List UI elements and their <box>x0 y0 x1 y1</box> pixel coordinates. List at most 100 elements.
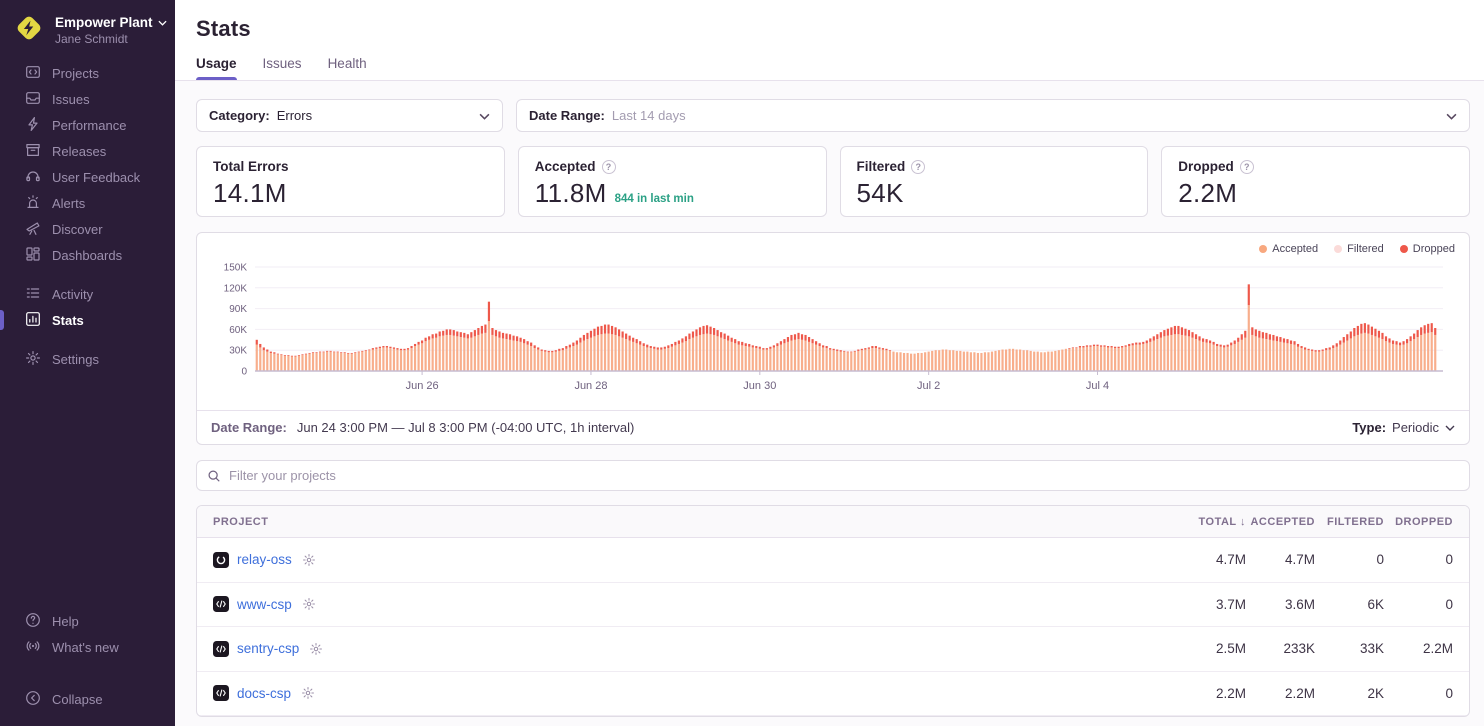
settings-icon <box>25 350 41 369</box>
stat-card-label: Dropped <box>1178 159 1234 174</box>
chart-date-range-label: Date Range: <box>211 420 287 435</box>
svg-text:30K: 30K <box>229 346 247 357</box>
sidebar-item-settings[interactable]: Settings <box>0 346 175 372</box>
alerts-icon <box>25 194 41 213</box>
cell-accepted: 3.6M <box>1284 596 1315 612</box>
cell-dropped: 2.2M <box>1422 641 1453 657</box>
legend-item-dropped[interactable]: Dropped <box>1399 243 1455 255</box>
help-icon[interactable]: ? <box>1239 159 1254 174</box>
tab-health[interactable]: Health <box>327 56 367 71</box>
stat-card-label: Total Errors <box>213 159 289 174</box>
tab-issues[interactable]: Issues <box>262 56 302 71</box>
project-platform-icon <box>213 640 229 657</box>
projects-table: PROJECT TOTAL ↓ ACCEPTED FILTERED DROPPED re… <box>196 505 1470 717</box>
table-row: sentry-csp 2.5M 233K 33K 2.2M <box>197 627 1469 672</box>
search-icon <box>208 469 220 482</box>
help-icon[interactable]: ? <box>911 159 926 174</box>
column-header-total[interactable]: TOTAL ↓ <box>1198 515 1246 528</box>
legend-item-filtered[interactable]: Filtered <box>1334 243 1384 255</box>
org-switcher[interactable]: Empower Plant Jane Schmidt <box>0 0 175 60</box>
cell-total: 2.2M <box>1215 685 1246 701</box>
cell-dropped: 0 <box>1445 596 1453 612</box>
chevron-down-icon <box>1445 425 1455 431</box>
sidebar-collapse-button[interactable]: Collapse <box>0 686 175 712</box>
date-range-select[interactable]: Date Range: Last 14 days <box>516 99 1470 132</box>
project-search-input[interactable] <box>229 468 1459 483</box>
discover-icon <box>25 220 41 239</box>
sidebar-item-help[interactable]: Help <box>0 608 175 634</box>
svg-text:90K: 90K <box>229 304 247 315</box>
svg-text:Jul 2: Jul 2 <box>917 380 940 392</box>
stat-cards: Total Errors 14.1M Accepted? 11.8M 844 in la… <box>196 146 1470 217</box>
project-link[interactable]: sentry-csp <box>237 641 300 657</box>
cell-total: 2.5M <box>1215 641 1246 657</box>
chevron-down-icon <box>1446 108 1457 123</box>
sidebar-item-releases[interactable]: Releases <box>0 138 175 164</box>
sidebar-item-whats-new[interactable]: What's new <box>0 634 175 660</box>
projects-table-body: relay-oss 4.7M 4.7M 0 0 www-csp 3.7M 3.6M 6K 0 sen… <box>197 538 1469 716</box>
help-icon[interactable]: ? <box>601 159 616 174</box>
column-header-dropped[interactable]: DROPPED <box>1395 515 1453 528</box>
stat-card-label: Accepted <box>534 159 596 174</box>
tab-usage[interactable]: Usage <box>196 56 237 80</box>
cell-filtered: 33K <box>1359 641 1384 657</box>
column-header-project: PROJECT <box>213 515 269 528</box>
stat-card-value: 14.1M <box>213 178 287 208</box>
chart-legend: Accepted Filtered Dropped <box>197 233 1469 255</box>
sidebar-nav: Projects Issues Performance Releases User Fe… <box>0 60 175 372</box>
cell-accepted: 2.2M <box>1284 685 1315 701</box>
sidebar-item-user-feedback[interactable]: User Feedback <box>0 164 175 190</box>
whats-new-icon <box>25 638 41 657</box>
stat-card-total-errors: Total Errors 14.1M <box>196 146 505 217</box>
svg-text:120K: 120K <box>224 283 248 294</box>
svg-text:Jun 30: Jun 30 <box>743 380 776 392</box>
table-row: relay-oss 4.7M 4.7M 0 0 <box>197 538 1469 583</box>
sidebar-item-stats[interactable]: Stats <box>0 307 175 333</box>
page-header: Stats Usage Issues Health <box>175 0 1484 81</box>
project-settings-gear-icon[interactable] <box>302 597 316 611</box>
project-settings-gear-icon[interactable] <box>309 642 323 656</box>
project-link[interactable]: docs-csp <box>237 685 292 701</box>
chevron-down-icon <box>157 20 167 26</box>
legend-dot <box>1334 245 1343 253</box>
project-link[interactable]: relay-oss <box>237 552 292 568</box>
stat-card-filtered: Filtered? 54K <box>839 146 1149 217</box>
project-settings-gear-icon[interactable] <box>302 553 316 567</box>
project-settings-gear-icon[interactable] <box>301 686 315 700</box>
svg-text:150K: 150K <box>224 263 248 274</box>
stat-card-accepted: Accepted? 11.8M 844 in last min <box>517 146 827 217</box>
sidebar-item-performance[interactable]: Performance <box>0 112 175 138</box>
cell-total: 3.7M <box>1215 596 1246 612</box>
usage-chart-card: Accepted Filtered Dropped 0 30K 60K 90K 120K 15… <box>196 232 1470 445</box>
project-platform-icon <box>213 685 229 702</box>
stat-card-value: 2.2M <box>1178 178 1238 208</box>
legend-dot <box>1399 245 1408 253</box>
chart-type-select[interactable]: Type: Periodic <box>1352 420 1455 435</box>
sidebar-item-discover[interactable]: Discover <box>0 216 175 242</box>
sidebar-footer-nav: Help What's new <box>0 608 175 660</box>
cell-dropped: 0 <box>1445 685 1453 701</box>
tab-bar: Usage Issues Health <box>196 56 1470 80</box>
legend-dot <box>1259 245 1268 253</box>
legend-item-accepted[interactable]: Accepted <box>1259 243 1318 255</box>
svg-text:Jun 26: Jun 26 <box>406 380 439 392</box>
svg-text:Jul 4: Jul 4 <box>1086 380 1109 392</box>
sidebar-item-activity[interactable]: Activity <box>0 281 175 307</box>
svg-text:Jun 28: Jun 28 <box>574 380 607 392</box>
column-header-accepted[interactable]: ACCEPTED <box>1250 515 1315 528</box>
dashboards-icon <box>25 246 41 265</box>
sidebar-item-dashboards[interactable]: Dashboards <box>0 242 175 268</box>
category-select[interactable]: Category: Errors <box>196 99 503 132</box>
project-link[interactable]: www-csp <box>237 596 292 612</box>
collapse-icon <box>25 690 41 709</box>
page-title: Stats <box>196 16 251 41</box>
table-row: docs-csp 2.2M 2.2M 2K 0 <box>197 672 1469 716</box>
usage-chart: 0 30K 60K 90K 120K 150K Jun 26 Jun 28 Jun 30 Jul … <box>224 263 1443 392</box>
stats-icon <box>25 311 41 330</box>
sidebar-item-issues[interactable]: Issues <box>0 86 175 112</box>
sidebar-item-projects[interactable]: Projects <box>0 60 175 86</box>
sidebar-item-alerts[interactable]: Alerts <box>0 190 175 216</box>
projects-icon <box>25 64 41 83</box>
column-header-filtered[interactable]: FILTERED <box>1327 515 1384 528</box>
stat-card-subtext: 844 in last min <box>614 193 694 205</box>
